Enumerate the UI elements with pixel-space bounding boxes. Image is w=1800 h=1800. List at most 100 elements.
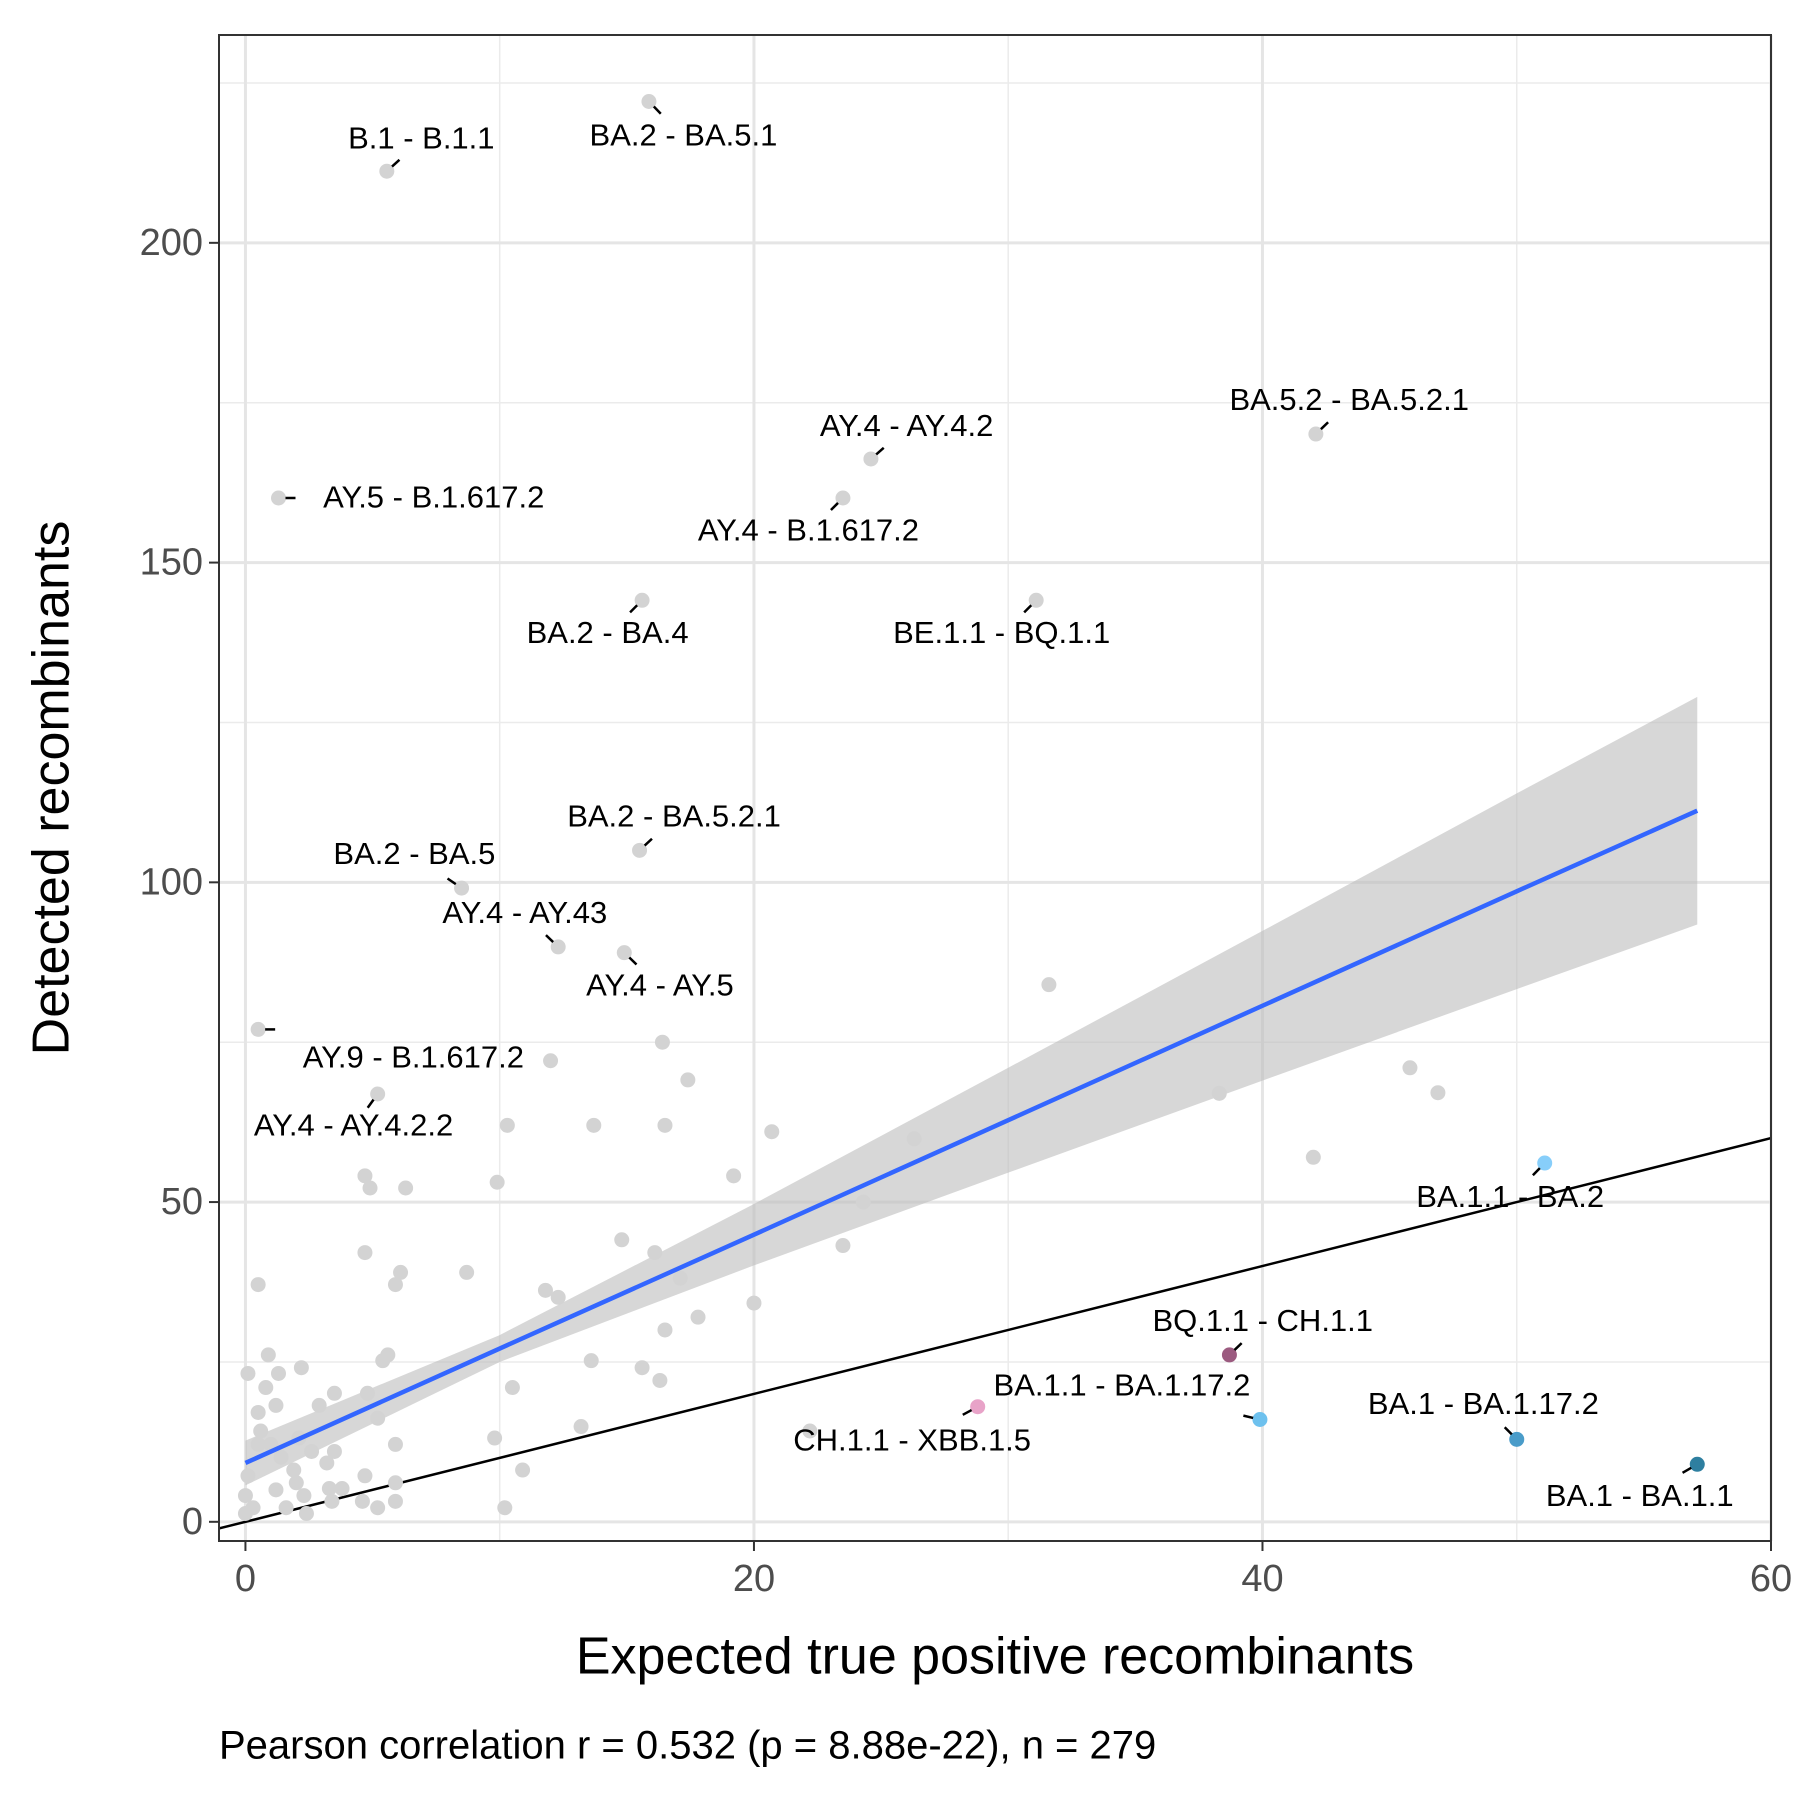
point: [550, 1289, 566, 1305]
axes: 0 20 40 60 0 50 100 150 200: [140, 222, 1793, 1600]
label-leader: [1503, 1426, 1513, 1436]
point: [304, 1443, 320, 1459]
point: [398, 1180, 414, 1196]
point-label: AY.4 - B.1.617.2: [698, 513, 919, 548]
point: [270, 1365, 286, 1381]
point: [497, 1500, 513, 1516]
point: [288, 1475, 304, 1491]
point: [583, 1353, 599, 1369]
y-tick-label: 50: [161, 1181, 203, 1223]
label-leader: [446, 877, 457, 886]
label-leader: [629, 604, 639, 614]
labeled-point: [454, 880, 470, 896]
point: [354, 1493, 370, 1509]
point: [487, 1430, 503, 1446]
label-leader: [366, 1098, 375, 1109]
labeled-point: [863, 451, 879, 467]
x-tick-label: 20: [733, 1558, 775, 1600]
point-label: AY.4 - AY.4.2: [820, 408, 994, 443]
label-leader: [1531, 1167, 1541, 1177]
label-leader: [652, 105, 662, 115]
point: [387, 1475, 403, 1491]
grid: [219, 35, 1773, 1541]
fit-line: [244, 808, 1699, 1466]
label-leader: [1233, 1342, 1243, 1351]
confidence-band: [245, 696, 1698, 1486]
labeled-point: [1689, 1456, 1705, 1472]
point: [293, 1360, 309, 1376]
point: [240, 1365, 256, 1381]
point: [746, 1295, 762, 1311]
labeled-point: [270, 490, 286, 506]
point: [573, 1419, 589, 1435]
point-label: BA.2 - BA.4: [527, 615, 689, 650]
point: [268, 1397, 284, 1413]
panel: [219, 35, 1771, 1541]
labeled-point: [1221, 1347, 1237, 1363]
label-leader: [1320, 421, 1329, 431]
point: [362, 1180, 378, 1196]
point: [515, 1462, 531, 1478]
point-label: AY.4 - AY.43: [442, 895, 607, 930]
y-tick-label: 0: [182, 1501, 203, 1543]
labeled-point: [379, 163, 395, 179]
point: [250, 1436, 266, 1452]
point: [1430, 1085, 1446, 1101]
point: [657, 1322, 673, 1338]
label-leader: [1243, 1414, 1254, 1420]
point: [634, 1360, 650, 1376]
point: [324, 1493, 340, 1509]
x-tick-label: 60: [1750, 1558, 1792, 1600]
point: [652, 1372, 668, 1388]
point: [654, 1034, 670, 1050]
label-leader: [545, 934, 555, 943]
panel-border: [218, 34, 1772, 1542]
label-leader: [628, 956, 638, 966]
point: [326, 1385, 342, 1401]
point: [298, 1506, 314, 1522]
point-label: BA.1 - BA.1.1: [1546, 1478, 1734, 1513]
label-leader: [962, 1408, 973, 1416]
point: [326, 1443, 342, 1459]
point: [250, 1404, 266, 1420]
point: [802, 1423, 818, 1439]
point-label: BQ.1.1 - CH.1.1: [1153, 1303, 1374, 1338]
point: [319, 1455, 335, 1471]
label-leader: [391, 158, 401, 168]
point: [357, 1245, 373, 1261]
point: [253, 1423, 269, 1439]
point: [237, 1506, 253, 1522]
point-label: BA.5.2 - BA.5.2.1: [1229, 382, 1469, 417]
point: [1211, 1085, 1227, 1101]
point-label: AY.5 - B.1.617.2: [323, 479, 544, 514]
point: [321, 1481, 337, 1497]
labeled-point: [370, 1086, 386, 1102]
point: [543, 1053, 559, 1069]
labeled-point: [970, 1399, 986, 1415]
label-leader: [1023, 604, 1033, 614]
point: [273, 1449, 289, 1465]
point: [1305, 1149, 1321, 1165]
point: [357, 1468, 373, 1484]
point: [499, 1117, 515, 1133]
point: [387, 1436, 403, 1452]
reference-line: [219, 1136, 1771, 1530]
y-tick-label: 100: [140, 861, 203, 903]
point: [459, 1264, 475, 1280]
point-label: B.1 - B.1.1: [348, 120, 494, 155]
point: [672, 1270, 688, 1286]
point: [359, 1385, 375, 1401]
y-tick-label: 150: [140, 542, 203, 584]
point-label: BA.2 - BA.5.1: [590, 117, 778, 152]
x-axis-title: Expected true positive recombinants: [576, 1628, 1414, 1686]
point: [906, 1131, 922, 1147]
labeled-point: [1308, 426, 1324, 442]
point: [504, 1380, 520, 1396]
point: [278, 1500, 294, 1516]
point: [586, 1117, 602, 1133]
label-leader: [830, 502, 839, 511]
point: [296, 1488, 312, 1504]
point: [614, 1232, 630, 1248]
point: [311, 1397, 327, 1413]
